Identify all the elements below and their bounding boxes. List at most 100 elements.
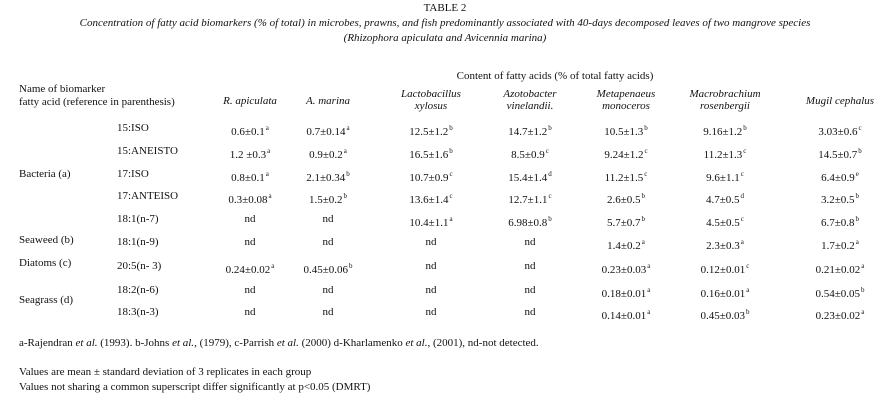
cell: nd bbox=[425, 284, 437, 296]
cell: nd bbox=[244, 306, 256, 318]
cell-value: 0.6±0.1 bbox=[231, 126, 265, 138]
superscript: d bbox=[548, 170, 552, 178]
cell: 11.2±1.3c bbox=[704, 145, 747, 161]
superscript: a bbox=[647, 286, 651, 294]
superscript: a bbox=[265, 170, 269, 178]
footnote-part: , (2001), nd-not detected. bbox=[427, 337, 539, 349]
cell-value: 2.1±0.34 bbox=[306, 172, 346, 184]
superscript: a bbox=[343, 147, 347, 155]
cell: nd bbox=[244, 236, 256, 248]
cell-value: 6.98±0.8 bbox=[508, 217, 548, 229]
cell: 4.7±0.5d bbox=[706, 190, 744, 206]
cell-value: 13.6±1.4 bbox=[409, 194, 449, 206]
superscript: b bbox=[449, 124, 453, 132]
cell-value: 10.5±1.3 bbox=[604, 126, 644, 138]
cell: 0.7±0.14a bbox=[306, 122, 349, 138]
cell-value: 1.5±0.2 bbox=[308, 194, 343, 206]
column-header: monoceros bbox=[602, 100, 650, 112]
cell: 0.45±0.06b bbox=[303, 260, 352, 276]
cell: nd bbox=[524, 236, 536, 248]
name-header: fatty acid (reference in parenthesis) bbox=[19, 96, 175, 108]
group-label: Seagrass (d) bbox=[19, 294, 74, 306]
cell: 6.7±0.8b bbox=[821, 213, 859, 229]
cell-value: 0.8±0.1 bbox=[231, 172, 265, 184]
superscript: a bbox=[346, 124, 350, 132]
cell: 3.2±0.5b bbox=[821, 190, 859, 206]
cell-value: 14.5±0.7 bbox=[818, 149, 858, 161]
superscript: c bbox=[644, 147, 648, 155]
cell: 0.21±0.02a bbox=[816, 260, 865, 276]
cell-value: 11.2±1.3 bbox=[703, 149, 743, 161]
cell-value: 0.12±0.01 bbox=[700, 264, 746, 276]
cell: 6.98±0.8b bbox=[508, 213, 552, 229]
cell: 5.7±0.7b bbox=[607, 213, 645, 229]
cell: 0.23±0.02a bbox=[816, 306, 865, 322]
cell: 1.2 ±0.3a bbox=[230, 145, 270, 161]
cell: nd bbox=[322, 284, 334, 296]
cell: 2.1±0.34b bbox=[306, 168, 350, 184]
superscript: b bbox=[855, 215, 860, 223]
footnote-part: , (1979), c-Parrish bbox=[194, 337, 277, 349]
cell: 6.4±0.9e bbox=[821, 168, 859, 184]
cell-value: 0.23±0.02 bbox=[815, 310, 861, 322]
cell-value: 10.4±1.1 bbox=[409, 217, 449, 229]
cell: 0.12±0.01c bbox=[701, 260, 750, 276]
cell-value: 16.5±1.6 bbox=[409, 149, 449, 161]
fatty-acid: 15:ANEISTO bbox=[117, 145, 178, 157]
cell-value: 0.45±0.03 bbox=[700, 310, 746, 322]
note: Values not sharing a common superscript … bbox=[19, 381, 371, 393]
superscript: c bbox=[449, 192, 453, 200]
cell: 9.6±1.1c bbox=[706, 168, 744, 184]
cell: 0.14±0.01a bbox=[602, 306, 651, 322]
superscript: a bbox=[268, 192, 272, 200]
cell-value: 0.18±0.01 bbox=[601, 288, 647, 300]
cell: nd bbox=[524, 284, 536, 296]
column-header: xylosus bbox=[414, 100, 448, 112]
superscript: b bbox=[644, 124, 648, 132]
cell: 14.7±1.2b bbox=[508, 122, 552, 138]
cell: 0.24±0.02a bbox=[226, 260, 275, 276]
footnote-part: (1993). b-Johns bbox=[97, 337, 173, 349]
superscript: c bbox=[858, 124, 862, 132]
cell: nd bbox=[322, 306, 334, 318]
cell: nd bbox=[425, 260, 437, 272]
cell: 0.54±0.05b bbox=[815, 284, 864, 300]
superscript: b bbox=[743, 124, 747, 132]
footnote: a-Rajendran et al. (1993). b-Johns et al… bbox=[19, 337, 539, 349]
fatty-acid: 15:ISO bbox=[117, 122, 149, 134]
footnote-part: et al. bbox=[276, 337, 299, 349]
cell: 0.8±0.1a bbox=[231, 168, 269, 184]
cell: 10.7±0.9c bbox=[409, 168, 452, 184]
cell: 4.5±0.5c bbox=[706, 213, 744, 229]
superscript: c bbox=[740, 170, 744, 178]
cell-value: 9.6±1.1 bbox=[706, 172, 740, 184]
superscript: b bbox=[346, 170, 350, 178]
cell-value: 0.16±0.01 bbox=[700, 288, 746, 300]
fatty-acid: 18:3(n-3) bbox=[117, 306, 159, 318]
superscript: c bbox=[743, 147, 747, 155]
superscript: a bbox=[746, 286, 750, 294]
footnote-part: et al. bbox=[405, 337, 428, 349]
superscript: a bbox=[641, 238, 645, 246]
superscript: b bbox=[641, 215, 646, 223]
cell: 0.16±0.01a bbox=[701, 284, 750, 300]
cell-value: 10.7±0.9 bbox=[409, 172, 449, 184]
cell: 0.23±0.03a bbox=[602, 260, 651, 276]
note: Values are mean ± standard deviation of … bbox=[19, 366, 312, 378]
cell-value: 11.2±1.5 bbox=[604, 172, 644, 184]
superscript: a bbox=[855, 238, 859, 246]
superscript: c bbox=[449, 170, 453, 178]
superscript: e bbox=[855, 170, 859, 178]
superscript: b bbox=[349, 262, 353, 270]
cell: nd bbox=[244, 213, 256, 225]
cell: 11.2±1.5c bbox=[605, 168, 648, 184]
cell-value: 0.54±0.05 bbox=[815, 288, 861, 300]
cell: nd bbox=[524, 260, 536, 272]
superscript: c bbox=[545, 147, 549, 155]
cell: 14.5±0.7b bbox=[818, 145, 862, 161]
group-label: Bacteria (a) bbox=[19, 168, 71, 180]
fatty-acid: 18:1(n-7) bbox=[117, 213, 159, 225]
name-header: Name of biomarker bbox=[19, 83, 106, 95]
superscript: b bbox=[861, 286, 865, 294]
